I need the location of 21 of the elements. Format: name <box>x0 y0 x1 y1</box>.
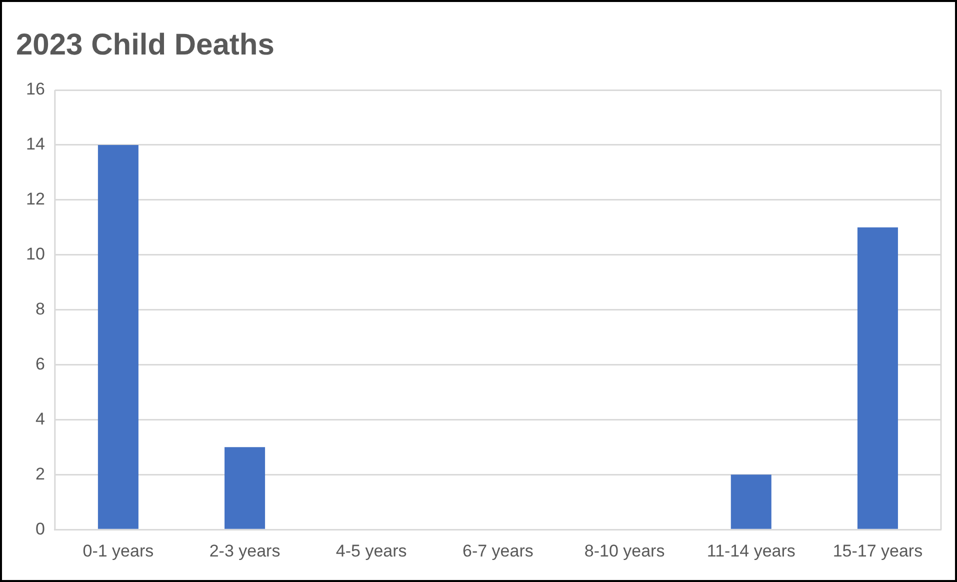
y-tick-label: 6 <box>35 354 45 374</box>
y-tick-label: 14 <box>26 134 45 154</box>
y-tick-label: 16 <box>26 80 45 99</box>
x-tick-label: 0-1 years <box>82 541 154 560</box>
y-tick-label: 2 <box>35 464 45 484</box>
chart-title: 2023 Child Deaths <box>16 28 274 62</box>
bar <box>730 474 772 529</box>
x-tick-label: 4-5 years <box>336 541 407 560</box>
y-tick-label: 12 <box>26 190 45 209</box>
x-tick-label: 15-17 years <box>832 541 923 560</box>
bar <box>857 227 898 529</box>
bar <box>98 144 138 529</box>
y-tick-label: 0 <box>35 519 45 538</box>
x-tick-label: 8-10 years <box>584 541 665 560</box>
y-tick-label: 10 <box>26 244 45 264</box>
y-tick-label: 4 <box>35 409 45 428</box>
x-tick-label: 6-7 years <box>462 541 534 560</box>
y-tick-label: 8 <box>35 299 45 318</box>
x-tick-label: 11-14 years <box>706 541 796 560</box>
x-tick-label: 2-3 years <box>209 541 280 560</box>
bar <box>224 447 266 529</box>
